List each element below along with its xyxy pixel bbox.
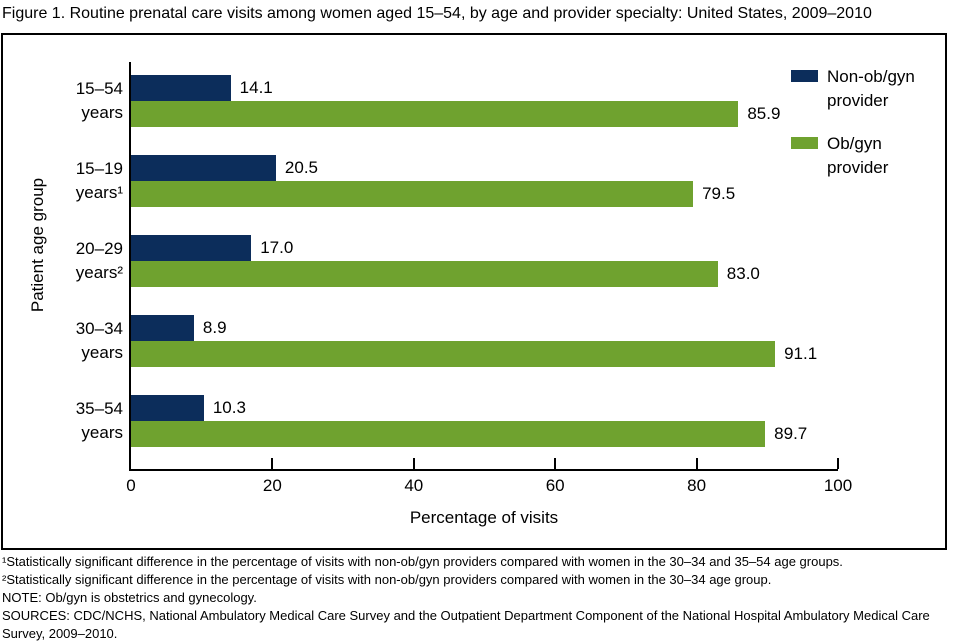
x-axis-tick bbox=[695, 458, 698, 469]
footnote-1: ¹Statistically significant difference in… bbox=[2, 554, 843, 569]
bar-non-obgyn bbox=[131, 235, 252, 261]
x-axis-tick bbox=[271, 458, 274, 469]
value-label-non-obgyn: 17.0 bbox=[260, 238, 294, 257]
y-category-label: 20–29 years² bbox=[75, 239, 123, 282]
x-axis-tick-label: 0 bbox=[126, 476, 136, 495]
x-axis-tick-label: 80 bbox=[687, 476, 707, 495]
footnote-note: NOTE: Ob/gyn is obstetrics and gynecolog… bbox=[2, 590, 257, 605]
chart-frame: Patient age group 15–54 years 14.1 85.9 15–… bbox=[1, 33, 947, 550]
x-axis-tick-label: 100 bbox=[823, 476, 853, 495]
x-axis-tick bbox=[837, 458, 839, 469]
plot-area: 15–54 years 14.1 85.9 15–19 years¹ 20.5 79.5 2… bbox=[76, 62, 839, 471]
value-label-obgyn: 91.1 bbox=[784, 344, 818, 363]
legend-item-obgyn: Ob/gyn provider bbox=[791, 132, 943, 180]
bar-obgyn bbox=[131, 421, 766, 447]
bar-obgyn bbox=[131, 341, 776, 367]
bar-non-obgyn bbox=[131, 315, 194, 341]
footnotes: ¹Statistically significant difference in… bbox=[2, 553, 956, 643]
x-axis-tick bbox=[554, 458, 557, 469]
bar-non-obgyn bbox=[131, 395, 204, 421]
x-axis-tick-labels: 0 20 40 60 80 100 bbox=[126, 476, 852, 498]
legend-label-obgyn: Ob/gyn provider bbox=[827, 134, 889, 177]
footnote-2: ²Statistically significant difference in… bbox=[2, 572, 772, 587]
figure-title: Figure 1. Routine prenatal care visits a… bbox=[2, 5, 872, 22]
value-label-non-obgyn: 8.9 bbox=[202, 318, 227, 337]
bar-obgyn bbox=[131, 261, 718, 287]
legend: Non-ob/gyn provider Ob/gyn provider bbox=[791, 65, 943, 199]
bar-non-obgyn bbox=[131, 155, 276, 181]
legend-label-non-obgyn: Non-ob/gyn provider bbox=[827, 67, 915, 110]
bar-obgyn bbox=[131, 181, 694, 207]
value-label-obgyn: 89.7 bbox=[774, 424, 808, 443]
value-label-obgyn: 79.5 bbox=[702, 184, 736, 203]
bar-non-obgyn bbox=[131, 75, 231, 101]
value-label-obgyn: 83.0 bbox=[726, 264, 760, 283]
y-category-label: 30–34 years bbox=[75, 319, 123, 362]
x-axis-tick-label: 20 bbox=[262, 476, 282, 495]
x-axis-tick-label: 60 bbox=[545, 476, 565, 495]
value-label-non-obgyn: 14.1 bbox=[239, 78, 273, 97]
x-axis-tick bbox=[412, 458, 415, 469]
legend-swatch-obgyn bbox=[791, 137, 818, 149]
value-label-non-obgyn: 10.3 bbox=[212, 398, 246, 417]
y-category-label: 35–54 years bbox=[75, 399, 123, 442]
value-label-non-obgyn: 20.5 bbox=[284, 158, 319, 177]
value-label-obgyn: 85.9 bbox=[747, 104, 781, 123]
x-axis-title: Percentage of visits bbox=[409, 508, 559, 527]
footnote-sources: SOURCES: CDC/NCHS, National Ambulatory M… bbox=[2, 608, 930, 641]
legend-swatch-non-obgyn bbox=[791, 70, 818, 82]
y-category-label: 15–19 years¹ bbox=[75, 159, 123, 202]
y-category-label: 15–54 years bbox=[75, 79, 123, 122]
legend-item-non-obgyn: Non-ob/gyn provider bbox=[791, 65, 943, 113]
x-axis-tick-label: 40 bbox=[404, 476, 424, 495]
bar-obgyn bbox=[131, 101, 739, 127]
